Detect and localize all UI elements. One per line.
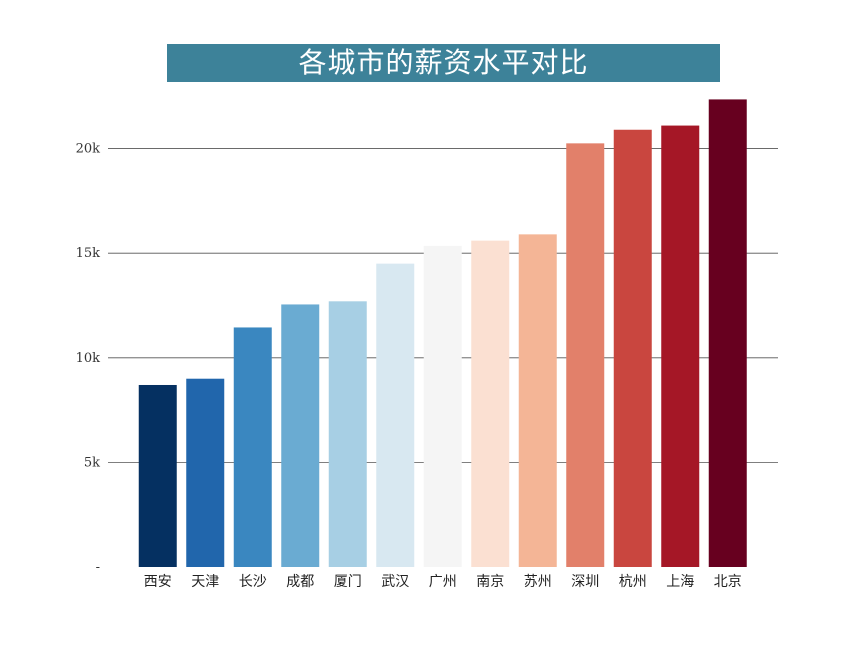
x-tick-label: 深圳 xyxy=(571,574,599,590)
x-tick-label: 北京 xyxy=(714,574,742,590)
x-tick-label: 苏州 xyxy=(524,574,552,590)
y-tick-labels: - 5k 10k 15k 20k xyxy=(76,142,101,575)
x-tick-label: 南京 xyxy=(476,574,504,590)
x-tick-label: 武汉 xyxy=(381,574,409,590)
y-tick-label: 10k xyxy=(76,351,101,366)
y-tick-label: - xyxy=(96,560,100,575)
bar-广州 xyxy=(423,245,462,567)
bar-深圳 xyxy=(566,143,605,567)
bar-西安 xyxy=(138,384,177,567)
x-tick-label: 广州 xyxy=(429,574,457,590)
y-tick-label: 20k xyxy=(76,142,101,157)
x-tick-label: 天津 xyxy=(191,574,219,590)
y-tick-label: 5k xyxy=(84,455,100,470)
bar-北京 xyxy=(708,99,747,567)
x-tick-labels: 西安 天津 长沙 成都 厦门 武汉 广州 南京 苏州 深圳 杭州 上海 北京 xyxy=(144,574,742,590)
bar-成都 xyxy=(281,304,320,567)
x-tick-label: 西安 xyxy=(144,574,172,590)
x-tick-label: 杭州 xyxy=(619,574,647,590)
bar-杭州 xyxy=(613,129,652,567)
bar-厦门 xyxy=(328,301,367,567)
x-tick-label: 厦门 xyxy=(334,574,362,590)
bars xyxy=(138,99,747,567)
bar-上海 xyxy=(661,125,700,567)
bar-长沙 xyxy=(233,327,272,567)
x-tick-label: 上海 xyxy=(666,574,694,590)
bar-苏州 xyxy=(518,234,557,567)
chart-title: 各城市的薪资水平对比 xyxy=(167,44,720,82)
bar-南京 xyxy=(471,240,510,567)
x-tick-label: 成都 xyxy=(286,574,314,590)
y-tick-label: 15k xyxy=(76,246,101,261)
bar-天津 xyxy=(186,378,225,567)
bar-武汉 xyxy=(376,263,415,567)
x-tick-label: 长沙 xyxy=(239,574,267,590)
